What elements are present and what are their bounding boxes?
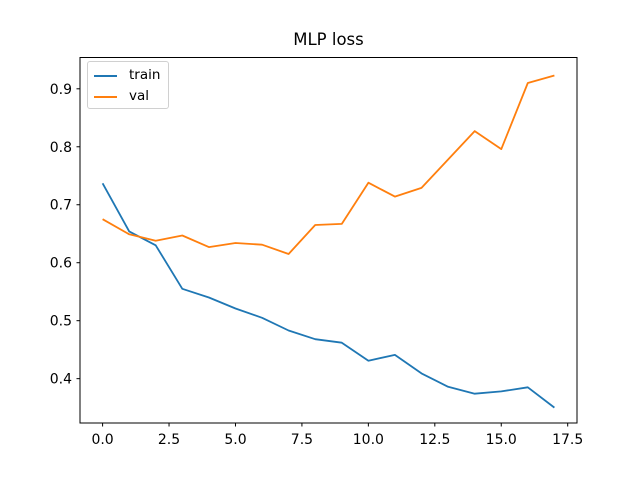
chart-title: MLP loss [293, 30, 364, 49]
x-tick-label: 7.5 [291, 432, 313, 448]
train-line [101, 182, 555, 409]
legend-line-sample-val [94, 95, 117, 98]
legend-line-sample-train [94, 74, 117, 77]
x-tick-label: 12.5 [419, 432, 450, 448]
x-tick-label: 17.5 [552, 432, 583, 448]
y-tick-label: 0.8 [50, 140, 72, 156]
x-tick-label: 15.0 [486, 432, 517, 448]
x-tick-label: 5.0 [224, 432, 246, 448]
val-line [102, 74, 555, 255]
legend-label-train: train [129, 66, 161, 83]
y-tick-label: 0.7 [50, 198, 72, 214]
y-tick-label: 0.5 [50, 314, 72, 330]
y-tick-label: 0.6 [50, 256, 72, 272]
legend-label-val: val [129, 87, 150, 104]
y-tick-label: 0.9 [50, 82, 72, 98]
legend-entry-train: train [94, 65, 168, 86]
y-tick-label: 0.4 [50, 372, 72, 388]
x-tick-label: 0.0 [91, 432, 113, 448]
x-tick-label: 10.0 [353, 432, 384, 448]
plot-border [79, 57, 578, 424]
x-tick-label: 2.5 [158, 432, 180, 448]
legend-entry-val: val [94, 86, 168, 107]
legend: train val [87, 61, 169, 109]
